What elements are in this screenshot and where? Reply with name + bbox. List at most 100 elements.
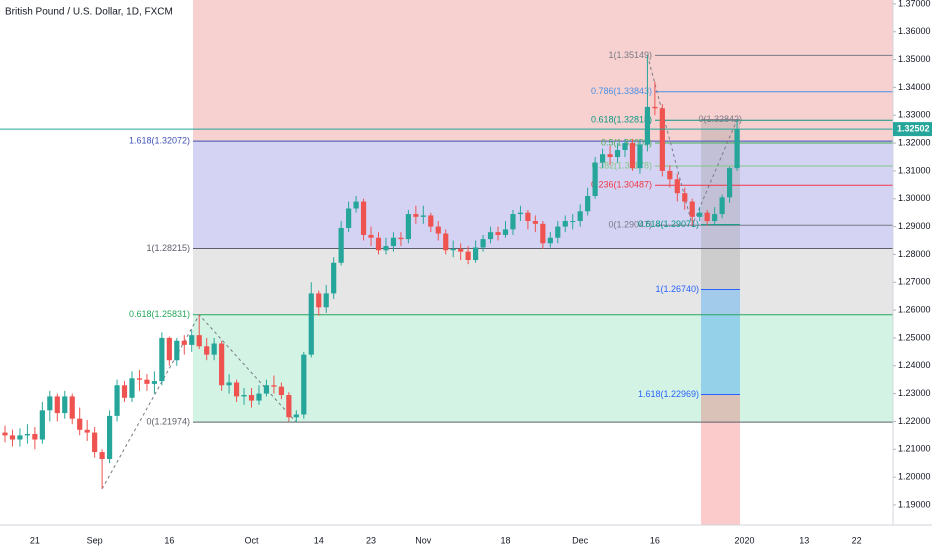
candle-body <box>271 385 277 387</box>
candle-body <box>682 193 688 202</box>
fib-level-label: 0(1.29047) <box>608 220 652 230</box>
candle-body <box>204 346 210 355</box>
last-price-label: 1.32502 <box>897 123 930 133</box>
fib-level-label: 1.618(1.32072) <box>129 135 190 145</box>
candle-body <box>540 223 546 244</box>
candle-body <box>166 337 172 361</box>
candle-body <box>659 108 665 171</box>
candle-body <box>308 293 314 355</box>
candle-body <box>719 197 725 215</box>
candle-body <box>428 215 434 227</box>
y-tick-label: 1.35000 <box>898 54 931 64</box>
candle-body <box>106 415 113 460</box>
candle-body <box>144 379 150 384</box>
candle-body <box>189 335 195 345</box>
candle-body <box>480 239 486 248</box>
candle-body <box>450 248 456 251</box>
candle-body <box>278 386 284 396</box>
candle-body <box>181 340 187 345</box>
candle-body <box>323 293 329 308</box>
candle-body <box>47 396 53 411</box>
candle-body <box>84 429 90 433</box>
candle-body <box>248 395 255 401</box>
candle-body <box>129 378 135 398</box>
x-tick-label: 16 <box>650 535 660 545</box>
y-tick-label: 1.28000 <box>898 249 931 259</box>
candle-body <box>697 212 703 217</box>
candle-body <box>353 201 359 209</box>
fib-level-label: 0(1.32842) <box>698 114 742 124</box>
candle-body <box>487 232 494 240</box>
fib-level-label: 0.618(1.32818) <box>591 115 652 125</box>
trend-line <box>646 55 738 227</box>
candle-body <box>614 150 621 157</box>
y-tick-label: 1.30000 <box>898 193 931 203</box>
candle-body <box>465 251 471 260</box>
candle-body <box>734 129 740 169</box>
candle-body <box>62 396 68 414</box>
fib-zone <box>193 0 893 142</box>
x-tick-label: Dec <box>572 535 589 545</box>
fib-level-label: 0.618(1.29071) <box>638 219 699 229</box>
candle-body <box>174 340 180 361</box>
candle-body <box>652 106 658 109</box>
candle-body <box>9 435 16 440</box>
candle-body <box>346 208 352 228</box>
candle-body <box>622 143 628 151</box>
candle-body <box>502 229 509 235</box>
candle-body <box>360 201 367 235</box>
candle-body <box>555 226 561 238</box>
y-tick-label: 1.19000 <box>898 499 931 509</box>
candle-body <box>712 214 718 222</box>
candle-body <box>570 221 576 223</box>
candle-body <box>136 378 143 380</box>
y-tick-label: 1.36000 <box>898 26 931 36</box>
fib-level-label: 0.786(1.33843) <box>591 86 652 96</box>
x-tick-label: 23 <box>366 535 376 545</box>
price-axis <box>893 0 932 550</box>
x-tick-label: Nov <box>415 535 432 545</box>
candle-body <box>331 262 337 294</box>
candle-body <box>338 227 344 263</box>
candle-body <box>547 237 553 244</box>
candle-body <box>443 233 449 251</box>
candle-body <box>92 432 98 453</box>
candle-body <box>301 354 307 415</box>
y-tick-label: 1.37000 <box>898 0 931 8</box>
candle-body <box>607 154 613 157</box>
x-tick-label: 2020 <box>735 535 755 545</box>
candle-body <box>390 237 397 247</box>
candle-body <box>689 201 695 217</box>
candle-body <box>69 396 75 419</box>
fib-zone <box>701 224 740 290</box>
candle-body <box>398 237 404 240</box>
candle-body <box>473 247 479 260</box>
x-tick-label: 16 <box>164 535 174 545</box>
candle-body <box>219 343 225 386</box>
candle-body <box>77 418 83 430</box>
y-tick-label: 1.32000 <box>898 137 931 147</box>
y-tick-label: 1.31000 <box>898 165 931 175</box>
y-tick-label: 1.26000 <box>898 304 931 314</box>
fib-level-label: 1(1.28215) <box>146 243 190 253</box>
candle-body <box>24 433 31 436</box>
y-tick-label: 1.33000 <box>898 110 931 120</box>
x-tick-label: Oct <box>245 535 260 545</box>
candle-body <box>226 382 232 386</box>
fib-level-label: 1(1.26740) <box>655 284 699 294</box>
candle-body <box>644 106 651 145</box>
candle-body <box>674 179 680 194</box>
fib-level-label: 0.236(1.30487) <box>591 180 652 190</box>
x-tick-label: 18 <box>500 535 510 545</box>
candle-body <box>17 435 23 440</box>
fib-level-label: 1.618(1.22969) <box>638 389 699 399</box>
candle-body <box>256 393 262 401</box>
y-tick-label: 1.24000 <box>898 360 931 370</box>
candle-body <box>54 396 60 414</box>
candle-body <box>159 337 165 382</box>
y-tick-label: 1.20000 <box>898 471 931 481</box>
candle-body <box>532 221 538 224</box>
last-price-tag <box>893 122 932 137</box>
candle-body <box>196 335 202 347</box>
